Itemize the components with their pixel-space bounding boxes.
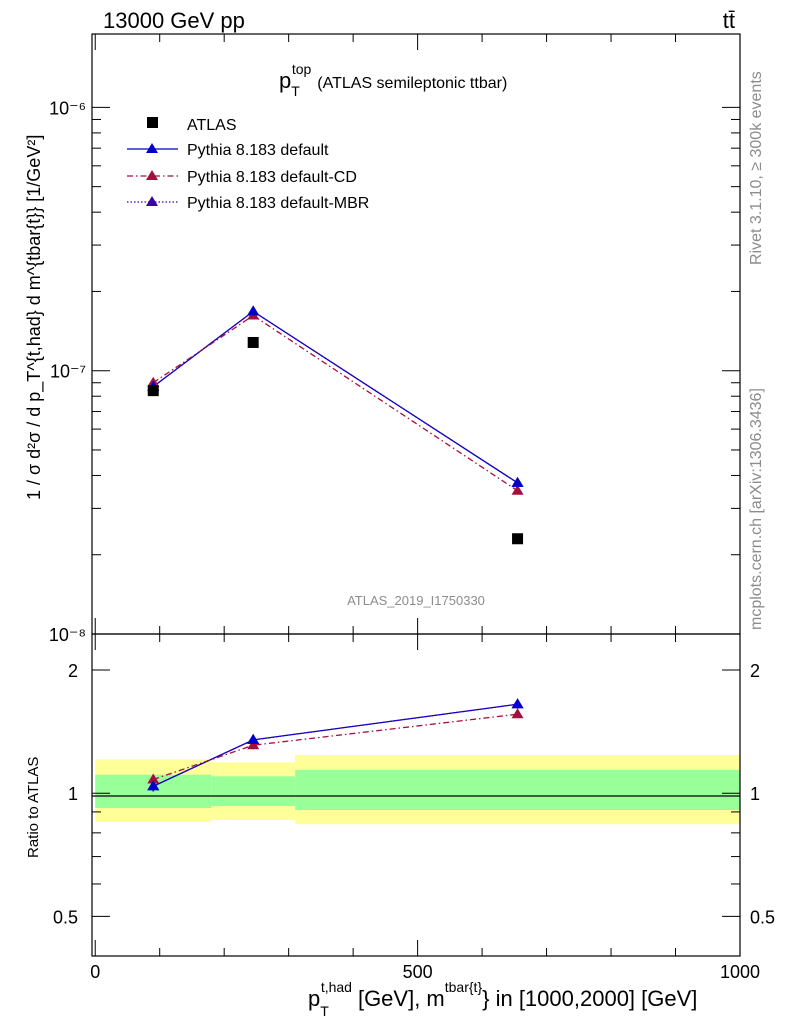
ratio-y-tick-label-left-0: 0.5 [53, 907, 78, 927]
ratio-data-series [147, 698, 524, 792]
main-ticks [92, 34, 741, 635]
ratio-frame [91, 633, 741, 957]
header-process-label: tt̄ [723, 8, 735, 33]
legend-cd-label: Pythia 8.183 default-CD [187, 169, 357, 186]
ratio-y-tick-label-right-2: 2 [750, 661, 760, 681]
ratio-point-pythia-8-183-default-cd [511, 708, 524, 719]
main-point-pythia-8-183-default-cd [511, 484, 524, 495]
ratio-band-green-1 [211, 776, 296, 807]
main-point-pythia-8-183-default [511, 476, 524, 487]
main-panel: 10⁻⁸ 10⁻⁷ 10⁻⁶ pTtop(ATLAS semileptonic tt… [24, 33, 741, 645]
header-energy-label: 13000 GeV pp [103, 8, 245, 33]
mcplots-credit-label: mcplots.cern.ch [arXiv:1306.3436] [748, 388, 765, 630]
ratio-y-tick-label-left-2: 2 [68, 661, 78, 681]
x-tick-labels: 0 500 1000 [90, 962, 760, 982]
ratio-y-axis-label: Ratio to ATLAS [25, 757, 42, 858]
legend-default-marker [146, 143, 158, 153]
main-data-series [147, 305, 524, 545]
legend-cd-marker [146, 170, 158, 180]
ratio-point-pythia-8-183-default [511, 698, 524, 709]
main-y-tick-label-1: 10⁻⁷ [50, 362, 86, 382]
ratio-panel: 0.5 0.5 1 1 2 2 0 500 1000 Ratio to ATLAS pTt,h… [25, 633, 775, 1019]
x-axis-label: pTt,had [GeV], mtbar{t}} in [1000,2000] [… [308, 979, 697, 1019]
main-y-tick-label-2: 10⁻⁶ [49, 98, 86, 118]
main-line-pythia-8-183-default-mbr [152, 310, 518, 484]
ratio-point-pythia-8-183-default [147, 780, 160, 791]
legend-atlas-label: ATLAS [187, 117, 237, 134]
main-y-tick-label-0: 10⁻⁸ [49, 625, 86, 645]
main-point-atlas [147, 385, 159, 397]
ratio-ticks [92, 634, 741, 956]
x-tick-label-0: 0 [90, 962, 100, 982]
plot-title: pTtop(ATLAS semileptonic ttbar) [279, 61, 507, 99]
ratio-y-tick-label-right-1: 1 [750, 784, 760, 804]
main-point-pythia-8-183-default [247, 305, 260, 316]
main-line-pythia-8-183-default [152, 310, 518, 484]
x-tick-label-2: 1000 [720, 962, 760, 982]
rivet-version-label: Rivet 3.1.10, ≥ 300k events [748, 71, 765, 265]
legend-default-label: Pythia 8.183 default [187, 142, 329, 159]
legend-mbr-label: Pythia 8.183 default-MBR [187, 195, 369, 212]
main-y-tick-labels: 10⁻⁸ 10⁻⁷ 10⁻⁶ [49, 98, 86, 645]
legend-mbr-marker [146, 196, 158, 206]
ratio-y-tick-label-right-0: 0.5 [750, 907, 775, 927]
main-point-atlas [512, 533, 524, 545]
ratio-band-green-2 [295, 769, 740, 810]
x-tick-label-1: 500 [403, 962, 433, 982]
ratio-uncertainty-bands [95, 754, 740, 825]
legend-atlas-marker [147, 117, 158, 128]
analysis-id-watermark: ATLAS_2019_I1750330 [347, 593, 485, 608]
ratio-line-pythia-8-183-default-mbr [152, 703, 518, 787]
main-y-axis-label: 1 / σ d²σ / d p_T^{t,had} d m^{tbar{t}} … [24, 135, 45, 500]
ratio-point-pythia-8-183-default [247, 733, 260, 744]
ratio-y-tick-label-left-1: 1 [68, 784, 78, 804]
main-point-atlas [247, 336, 259, 348]
ratio-y-tick-labels: 0.5 0.5 1 1 2 2 [53, 661, 775, 927]
ratio-point-pythia-8-183-default-cd [247, 739, 260, 750]
main-line-pythia-8-183-default-cd [152, 314, 518, 492]
ratio-point-pythia-8-183-default-cd [147, 773, 160, 784]
legend: ATLAS Pythia 8.183 default Pythia 8.183 … [127, 117, 369, 212]
